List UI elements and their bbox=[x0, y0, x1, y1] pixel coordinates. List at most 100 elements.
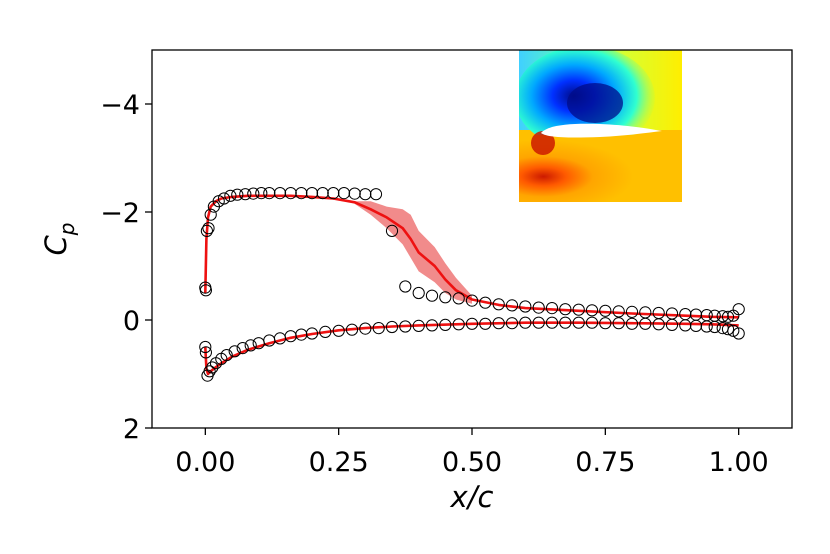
y-tick-label: 0 bbox=[123, 306, 140, 337]
experiment-upper-point bbox=[665, 307, 679, 320]
x-tick-label: 0.00 bbox=[175, 447, 235, 478]
experiment-lower-point bbox=[220, 349, 233, 362]
experiment-upper-point bbox=[204, 208, 217, 221]
experiment-marker-layer bbox=[199, 187, 745, 382]
experiment-lower-point bbox=[425, 319, 439, 332]
experiment-lower-point bbox=[372, 322, 385, 335]
inset-airfoil bbox=[541, 123, 662, 138]
experiment-upper-point bbox=[231, 188, 244, 201]
x-tick-label: 1.00 bbox=[709, 447, 769, 478]
x-tick-label: 0.25 bbox=[309, 447, 369, 478]
prediction-line-layer bbox=[204, 194, 739, 376]
experiment-upper-point bbox=[479, 296, 492, 309]
inset-stagnation-point bbox=[531, 131, 555, 155]
prediction-lower-line bbox=[204, 321, 739, 376]
experiment-lower-point bbox=[203, 365, 216, 378]
experiment-upper-point bbox=[689, 308, 703, 321]
experiment-lower-point bbox=[385, 320, 399, 334]
experiment-upper-point bbox=[492, 298, 505, 311]
experiment-lower-point bbox=[599, 317, 612, 330]
experiment-lower-point bbox=[452, 318, 465, 331]
experiment-upper-point bbox=[532, 301, 545, 314]
experiment-lower-point bbox=[708, 320, 721, 334]
experiment-upper-point bbox=[585, 304, 599, 317]
experiment-lower-point bbox=[639, 317, 652, 330]
experiment-lower-point bbox=[665, 318, 679, 331]
y-axis-label-main: C bbox=[39, 234, 73, 255]
experiment-lower-point bbox=[505, 317, 519, 330]
experiment-lower-point bbox=[345, 323, 359, 336]
x-axis-label: x/c bbox=[450, 480, 494, 514]
experiment-lower-point bbox=[612, 317, 625, 330]
experiment-upper-point bbox=[224, 189, 237, 202]
experiment-lower-point bbox=[305, 327, 319, 340]
experiment-upper-point bbox=[348, 187, 361, 200]
experiment-lower-point bbox=[700, 320, 713, 333]
experiment-upper-point bbox=[412, 286, 425, 300]
experiment-upper-point bbox=[679, 308, 692, 321]
experiment-lower-point bbox=[228, 345, 241, 358]
experiment-upper-point bbox=[732, 303, 745, 316]
experiment-lower-point bbox=[721, 323, 735, 336]
experiment-upper-point bbox=[337, 187, 351, 200]
contour-inset bbox=[519, 50, 682, 202]
experiment-lower-point bbox=[236, 342, 249, 355]
experiment-lower-point bbox=[439, 318, 452, 331]
experiment-lower-point bbox=[625, 317, 639, 330]
experiment-lower-point bbox=[519, 316, 532, 329]
experiment-lower-point bbox=[412, 319, 425, 332]
experiment-upper-point bbox=[327, 187, 340, 200]
experiment-lower-point bbox=[199, 340, 212, 354]
experiment-lower-point bbox=[479, 317, 492, 330]
experiment-upper-point bbox=[439, 291, 452, 304]
experiment-lower-point bbox=[545, 316, 559, 329]
experiment-lower-point bbox=[206, 361, 219, 374]
experiment-upper-point bbox=[519, 300, 532, 313]
experiment-lower-point bbox=[532, 316, 545, 329]
experiment-upper-point bbox=[716, 310, 729, 323]
experiment-upper-point bbox=[316, 187, 329, 200]
y-tick-label: 2 bbox=[123, 414, 140, 445]
experiment-upper-point bbox=[505, 299, 519, 312]
experiment-upper-point bbox=[202, 222, 215, 235]
inset-suction-core bbox=[567, 83, 623, 123]
experiment-lower-point bbox=[727, 324, 740, 337]
experiment-lower-point bbox=[199, 346, 212, 359]
experiment-upper-point bbox=[599, 304, 612, 317]
experiment-lower-point bbox=[572, 316, 585, 329]
experiment-upper-point bbox=[255, 187, 268, 200]
experiment-upper-point bbox=[247, 187, 260, 200]
experiment-lower-point bbox=[244, 339, 257, 352]
experiment-upper-point bbox=[369, 188, 383, 201]
experiment-upper-point bbox=[425, 289, 439, 302]
experiment-lower-point bbox=[652, 318, 665, 331]
experiment-upper-point bbox=[639, 306, 652, 319]
experiment-upper-point bbox=[721, 310, 735, 323]
experiment-upper-point bbox=[652, 306, 665, 320]
y-tick-label: −4 bbox=[100, 90, 140, 121]
experiment-upper-point bbox=[239, 188, 252, 201]
experiment-upper-point bbox=[625, 305, 639, 318]
experiment-lower-point bbox=[585, 316, 599, 329]
experiment-upper-point bbox=[612, 305, 625, 318]
x-tick-label: 0.50 bbox=[442, 447, 502, 478]
experiment-upper-point bbox=[217, 192, 231, 205]
experiment-upper-point bbox=[399, 280, 412, 293]
experiment-lower-point bbox=[732, 327, 745, 340]
experiment-lower-point bbox=[359, 322, 372, 335]
prediction-upper-line bbox=[204, 194, 739, 319]
experiment-upper-point bbox=[199, 284, 212, 297]
experiment-upper-point bbox=[572, 303, 585, 316]
plot-frame bbox=[151, 49, 793, 429]
experiment-upper-point bbox=[559, 303, 572, 316]
x-axis-ticks: 0.00 0.25 0.50 0.75 1.00 bbox=[175, 428, 769, 478]
experiment-upper-point bbox=[385, 224, 399, 237]
x-tick-label: 0.75 bbox=[575, 447, 635, 478]
y-axis-label: Cp bbox=[39, 223, 79, 256]
experiment-lower-point bbox=[492, 317, 505, 330]
experiment-upper-point bbox=[452, 292, 465, 305]
experiment-upper-point bbox=[545, 302, 559, 315]
experiment-lower-point bbox=[689, 319, 703, 332]
experiment-lower-point bbox=[465, 317, 479, 330]
